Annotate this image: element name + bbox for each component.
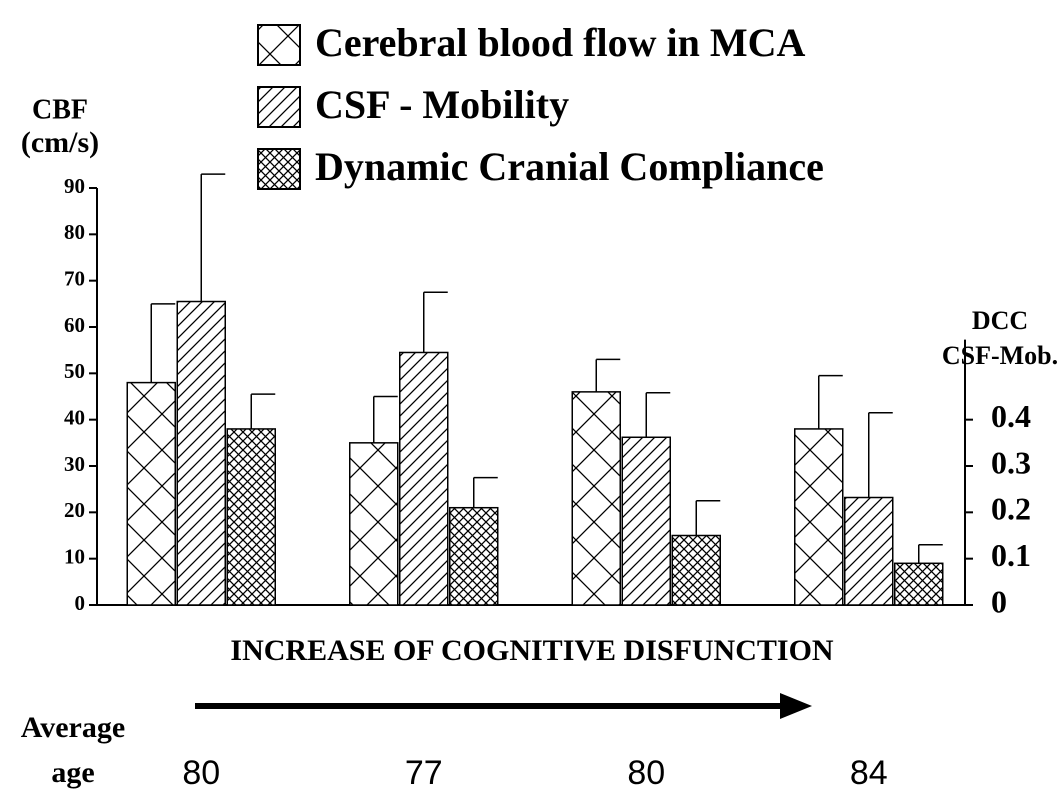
y-tick-label: 70: [64, 266, 85, 290]
x-tick-label: 77: [405, 754, 443, 789]
bar: [226, 428, 276, 606]
x-tick-label: 84: [850, 754, 888, 789]
x-tick-label: 80: [627, 754, 665, 789]
y-tick-label: 0: [75, 591, 86, 615]
arrow-head: [780, 693, 812, 719]
y-tick-label: 60: [64, 313, 85, 337]
y-tick-label: 50: [64, 359, 85, 383]
category-label: Average: [21, 711, 125, 744]
category-label: age: [51, 756, 94, 789]
y-axis-label: (cm/s): [21, 126, 99, 159]
bar: [894, 562, 944, 606]
bar: [176, 300, 226, 606]
legend-label: Cerebral blood flow in MCA: [315, 20, 805, 65]
bar: [671, 534, 721, 606]
y-tick-label: 10: [64, 544, 85, 568]
bar: [844, 496, 894, 606]
y2-tick-label: 0.3: [991, 444, 1031, 480]
x-axis-label: INCREASE OF COGNITIVE DISFUNCTION: [230, 634, 833, 667]
y2-axis-label: DCC: [972, 306, 1028, 335]
y-tick-label: 20: [64, 498, 85, 522]
y-tick-label: 90: [64, 174, 85, 198]
bar: [621, 436, 671, 606]
bar: [126, 381, 176, 606]
legend-swatch: [257, 24, 301, 66]
legend-swatch: [257, 148, 301, 190]
y2-tick-label: 0.1: [991, 537, 1031, 573]
y2-axis-label: CSF-Mob.: [942, 341, 1058, 370]
y2-tick-label: 0.4: [991, 398, 1031, 434]
bar: [794, 428, 844, 606]
bar: [349, 442, 399, 606]
bar: [449, 506, 499, 606]
bar: [399, 351, 449, 606]
y-tick-label: 80: [64, 220, 85, 244]
legend-swatch: [257, 86, 301, 128]
y-tick-label: 40: [64, 405, 85, 429]
y-tick-label: 30: [64, 452, 85, 476]
y2-tick-label: 0: [991, 583, 1007, 619]
legend-label: Dynamic Cranial Compliance: [315, 144, 824, 189]
bar: [571, 391, 621, 606]
legend-label: CSF - Mobility: [315, 82, 569, 127]
y2-tick-label: 0.2: [991, 491, 1031, 527]
x-tick-label: 80: [182, 754, 220, 789]
y-axis-label: CBF: [32, 94, 88, 125]
